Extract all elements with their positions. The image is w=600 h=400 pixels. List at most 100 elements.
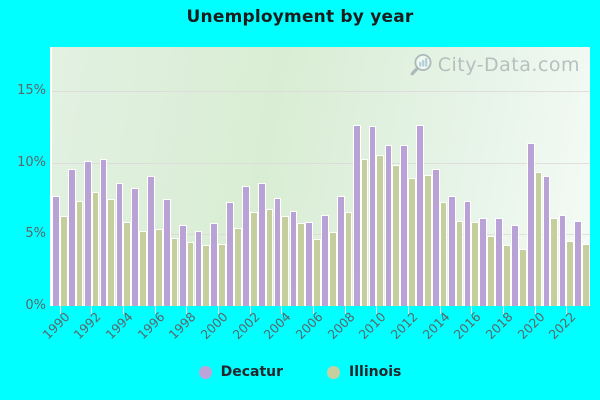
decatur-bar — [574, 220, 583, 306]
x-axis-tick — [471, 306, 473, 314]
decatur-bar — [257, 183, 266, 306]
x-axis-label: 2008 — [324, 309, 358, 343]
decatur-bar — [479, 217, 488, 306]
decatur-bar — [131, 187, 140, 306]
illinois-bar — [455, 220, 464, 306]
illinois-bar — [297, 223, 306, 306]
watermark[interactable]: City-Data.com — [408, 52, 580, 78]
decatur-bar — [337, 196, 345, 306]
watermark-text: City-Data.com — [437, 54, 580, 76]
decatur-legend-label: Decatur — [220, 364, 284, 380]
decatur-legend-dot — [198, 365, 212, 379]
gridline-5pct — [52, 234, 590, 236]
x-axis-label: 2022 — [545, 309, 579, 343]
decatur-bar — [226, 202, 235, 306]
magnifier-bar-chart-icon — [408, 52, 434, 78]
decatur-bar — [526, 143, 535, 306]
legend: Decatur Illinois — [0, 364, 600, 380]
x-axis-label: 2006 — [292, 309, 326, 343]
x-axis-tick — [218, 306, 219, 314]
illinois-bar — [59, 216, 68, 306]
x-axis-label: 2010 — [355, 309, 389, 343]
decatur-bar — [83, 160, 92, 306]
gridline-10pct — [52, 162, 590, 164]
decatur-bar — [210, 223, 219, 306]
illinois-bar — [344, 212, 353, 306]
x-axis-label: 2002 — [229, 309, 263, 343]
decatur-bar — [52, 196, 60, 306]
x-axis-tick — [123, 306, 125, 314]
decatur-bar — [242, 186, 250, 306]
y-axis-label: 5% — [25, 226, 46, 242]
illinois-bar — [170, 237, 179, 306]
decatur-bar — [68, 169, 76, 306]
illinois-bar — [249, 212, 258, 306]
decatur-bar — [194, 230, 203, 306]
illinois-legend-dot — [327, 365, 341, 379]
x-axis-tick — [344, 306, 346, 314]
x-axis-label: 2012 — [387, 309, 421, 343]
decatur-bar — [384, 144, 393, 306]
x-axis-tick — [534, 306, 536, 314]
illinois-bar — [328, 232, 337, 306]
x-axis-label: 2000 — [197, 309, 231, 343]
x-axis-tick — [154, 306, 156, 314]
x-axis-label: 1994 — [102, 309, 136, 343]
decatur-bar — [321, 214, 329, 306]
illinois-bar — [186, 242, 195, 306]
decatur-bar — [352, 124, 361, 306]
x-axis-tick — [313, 306, 314, 314]
x-axis-label: 1992 — [70, 309, 104, 343]
legend-item-illinois: Illinois — [327, 364, 401, 380]
gridline-15pct — [52, 91, 590, 93]
x-axis-tick — [407, 306, 409, 314]
y-axis-label: 15% — [17, 83, 46, 99]
x-axis-label: 1998 — [165, 309, 199, 343]
decatur-bar — [368, 126, 377, 306]
decatur-bar — [178, 224, 187, 306]
illinois-bar — [123, 222, 131, 306]
illinois-bar — [376, 154, 385, 306]
illinois-bar — [154, 229, 163, 306]
decatur-bar — [163, 199, 171, 306]
decatur-bar — [416, 124, 424, 306]
decatur-bar — [115, 183, 124, 306]
decatur-bar — [99, 159, 108, 306]
y-axis-label: 10% — [17, 154, 46, 170]
illinois-bar — [313, 239, 321, 306]
decatur-bar — [463, 200, 472, 306]
illinois-bar — [265, 209, 274, 306]
illinois-bar — [91, 192, 100, 306]
x-axis-tick — [186, 306, 188, 314]
illinois-bar — [392, 164, 400, 306]
illinois-bar — [234, 227, 242, 306]
chart-title: Unemployment by year — [186, 7, 414, 27]
x-axis-tick — [91, 306, 93, 314]
illinois-bar — [582, 243, 590, 306]
x-axis-label: 2020 — [514, 309, 548, 343]
x-axis-label: 2018 — [482, 309, 516, 343]
decatur-bar — [147, 176, 155, 306]
x-axis-tick — [376, 306, 378, 314]
x-axis-tick — [249, 306, 251, 314]
decatur-bar — [495, 217, 504, 306]
x-axis-label: 2004 — [260, 309, 294, 343]
illinois-legend-label: Illinois — [349, 364, 402, 380]
plot-area: City-Data.com — [50, 47, 590, 306]
x-axis-label: 1990 — [39, 309, 73, 343]
legend-item-decatur: Decatur — [198, 364, 284, 380]
illinois-bar — [408, 177, 416, 306]
illinois-bar — [550, 217, 559, 306]
decatur-bar — [447, 196, 456, 306]
x-axis-label: 2014 — [419, 309, 453, 343]
illinois-bar — [107, 199, 116, 306]
illinois-bar — [518, 249, 527, 306]
x-axis-tick — [566, 306, 568, 314]
x-axis-label: 1996 — [134, 309, 168, 343]
illinois-bar — [503, 244, 511, 306]
x-axis-tick — [281, 306, 283, 314]
illinois-bar — [75, 200, 84, 306]
illinois-bar — [439, 202, 448, 306]
x-axis-label: 2016 — [450, 309, 484, 343]
